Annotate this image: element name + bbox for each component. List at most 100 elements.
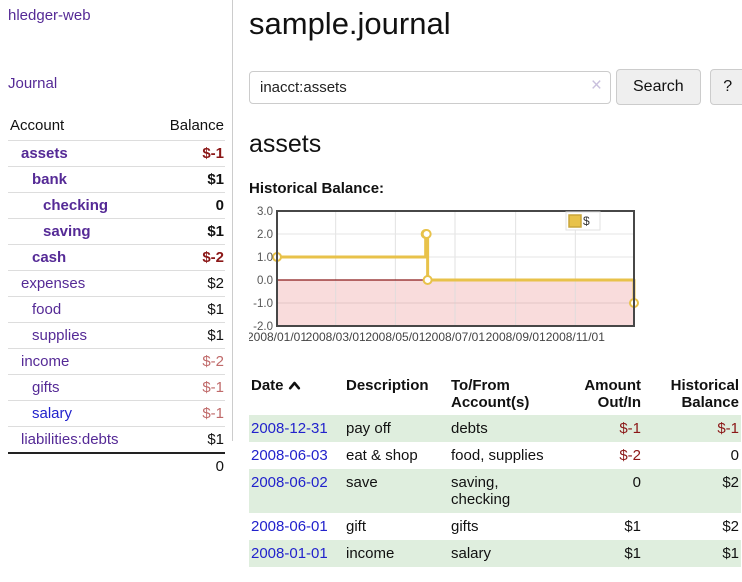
transaction-date[interactable]: 2008-01-01 [249,540,344,567]
register-header-accounts: To/From Account(s) [451,377,530,411]
sidebar: hledger-web Journal Account Balance asse… [0,0,233,479]
accounts-total-spacer [8,452,151,479]
search-input[interactable] [249,70,611,104]
x-axis-tick: 2008/01/01 [249,330,307,344]
account-link[interactable]: food [32,301,62,318]
register-header-date-label: Date [251,377,284,394]
account-row: saving $1 [8,218,225,245]
transaction-row[interactable]: 2008-12-31 pay off debts $-1 $-1 [249,415,741,442]
main-content: sample.journal × Search ? assets Histori… [233,0,742,567]
transaction-row[interactable]: 2008-06-03 eat & shop food, supplies $-2 0 [249,442,741,469]
transaction-balance: $-1 [717,420,739,437]
x-axis-tick: 2008/09/01 [486,330,546,344]
transaction-date-link[interactable]: 2008-12-31 [251,420,328,437]
transaction-date[interactable]: 2008-06-01 [249,513,344,540]
transaction-amount: $1 [624,545,641,562]
sort-ascending-icon [288,378,301,395]
x-axis-tick: 2008/05/01 [365,330,425,344]
y-axis-tick: -1.0 [253,298,273,310]
clear-search-icon[interactable]: × [590,74,602,96]
transaction-accounts: saving, checking [451,474,511,508]
account-link[interactable]: salary [32,405,73,422]
register-header-date[interactable]: Date [249,375,344,415]
balance-chart: $3.0 2.0 1.0 0.0 -1.0 -2.02008/01/012008/03/0… [247,206,639,344]
transaction-date[interactable]: 2008-06-03 [249,442,344,469]
account-row: income $-2 [8,348,225,375]
sidebar-item-journal[interactable]: Journal [8,75,58,92]
account-link[interactable]: income [21,353,70,370]
account-link[interactable]: bank [32,171,68,188]
transaction-balance: 0 [730,447,739,464]
transaction-date[interactable]: 2008-12-31 [249,415,344,442]
account-link[interactable]: checking [43,197,109,214]
account-balance: $1 [150,218,225,245]
search-form: × Search ? [249,69,742,105]
account-link[interactable]: gifts [32,379,60,396]
transaction-date-link[interactable]: 2008-06-01 [251,518,328,535]
account-link[interactable]: saving [43,223,91,240]
legend-swatch [568,214,582,228]
account-row: bank $1 [8,166,225,193]
accounts-header-account: Account [10,117,65,134]
transaction-accounts: food, supplies [451,447,544,464]
account-link[interactable]: assets [21,145,68,162]
register-header-amount: Amount Out/In [584,377,641,411]
transaction-description: income [346,545,395,562]
transaction-date-link[interactable]: 2008-06-02 [251,474,328,491]
transaction-date-link[interactable]: 2008-01-01 [251,545,328,562]
transaction-amount: $1 [624,518,641,535]
search-box: × [249,70,611,104]
transaction-description: gift [346,518,367,535]
account-balance: $-2 [150,348,225,375]
account-balance: $-1 [150,400,225,427]
search-button[interactable]: Search [616,69,701,105]
transaction-date[interactable]: 2008-06-02 [249,469,344,513]
y-axis-tick: 1.0 [257,252,273,264]
transaction-accounts: salary [451,545,492,562]
register-table: Date Description To/From Account(s) Amou… [249,375,741,567]
x-axis-tick: 2008/03/01 [306,330,366,344]
transaction-balance: $2 [722,518,739,535]
account-balance: $1 [150,166,225,193]
sidebar-nav: Journal [8,75,225,93]
chart-title: Historical Balance: [249,180,385,197]
transaction-row[interactable]: 2008-06-02 save saving, checking 0 $2 [249,469,741,513]
account-balance: $1 [150,426,225,453]
transaction-date-link[interactable]: 2008-06-03 [251,447,328,464]
y-axis-tick: -2.0 [253,321,273,333]
account-balance: $-2 [150,244,225,271]
transaction-accounts: gifts [451,518,479,535]
account-balance: $1 [150,296,225,323]
account-row: gifts $-1 [8,374,225,401]
account-link[interactable]: supplies [32,327,88,344]
transaction-amount: 0 [632,474,641,491]
register-header-balance: Historical Balance [670,377,739,411]
transaction-balance: $1 [722,545,739,562]
transaction-description: save [346,474,378,491]
accounts-total-value: 0 [150,452,225,479]
accounts-header-balance: Balance [169,117,224,134]
account-row: assets $-1 [8,140,225,167]
accounts-table: Account Balance assets $-1 bank $1 checking 0… [8,114,225,479]
transaction-amount: $-2 [619,447,641,464]
account-row: food $1 [8,296,225,323]
account-link[interactable]: cash [32,249,67,266]
account-link[interactable]: expenses [21,275,86,292]
account-row: supplies $1 [8,322,225,349]
account-link[interactable]: liabilities:debts [21,431,119,448]
y-axis-tick: 2.0 [257,229,273,241]
transaction-balance: $2 [722,474,739,491]
account-balance: $2 [150,270,225,297]
page-title: sample.journal [249,6,451,41]
account-row: checking 0 [8,192,225,219]
help-button[interactable]: ? [709,69,742,105]
register-header-description: Description [346,377,429,394]
account-row: salary $-1 [8,400,225,427]
transaction-row[interactable]: 2008-06-01 gift gifts $1 $2 [249,513,741,540]
account-row: liabilities:debts $1 [8,426,225,453]
app-title-link[interactable]: hledger-web [8,7,91,24]
y-axis-tick: 0.0 [257,275,273,287]
transaction-description: pay off [346,420,391,437]
legend-label: $ [583,214,590,228]
transaction-row[interactable]: 2008-01-01 income salary $1 $1 [249,540,741,567]
